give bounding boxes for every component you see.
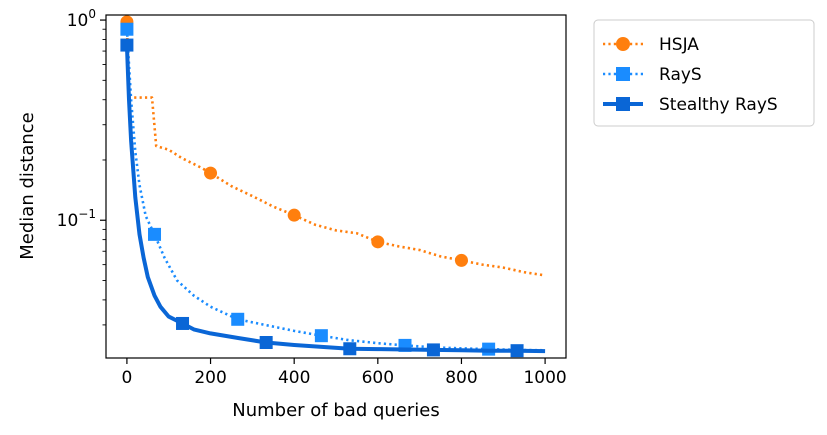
- x-tick-label: 0: [121, 368, 132, 388]
- point-hsja: [454, 253, 468, 267]
- x-tick-label: 600: [362, 368, 394, 388]
- legend-item-rays: RayS: [603, 65, 702, 85]
- point-stealthy-rays: [120, 38, 134, 52]
- point-stealthy-rays: [259, 336, 273, 350]
- point-hsja: [204, 166, 218, 180]
- point-hsja: [287, 208, 301, 222]
- point-rays: [120, 22, 134, 36]
- point-rays: [148, 227, 162, 241]
- series-line-rays: [125, 29, 546, 352]
- legend-label: RayS: [659, 65, 702, 85]
- series-hsja: [120, 15, 546, 277]
- series-line-hsja: [125, 21, 546, 277]
- legend-item-stealthy-rays: Stealthy RayS: [603, 95, 778, 115]
- series-rays: [120, 22, 546, 356]
- point-rays: [314, 329, 328, 343]
- plot-frame: [105, 14, 567, 359]
- series-line-stealthy-rays: [124, 45, 546, 354]
- x-axis: 0 200 400 600 800 1000: [121, 358, 567, 388]
- y-tick-label: 10−1: [57, 207, 96, 231]
- point-hsja: [371, 235, 385, 249]
- x-tick-label: 400: [278, 368, 310, 388]
- legend-marker: [616, 97, 630, 111]
- point-stealthy-rays: [510, 344, 524, 358]
- x-tick-label: 800: [445, 368, 477, 388]
- x-tick-label: 200: [194, 368, 226, 388]
- point-stealthy-rays: [426, 343, 440, 357]
- legend-label: Stealthy RayS: [659, 95, 778, 115]
- legend-frame: [593, 19, 815, 127]
- x-axis-label: Number of bad queries: [232, 400, 439, 421]
- y-tick-label: 100: [67, 7, 96, 31]
- legend-item-hsja: HSJA: [603, 35, 699, 55]
- x-tick-label: 1000: [523, 368, 566, 388]
- y-axis: 100 10−1: [57, 7, 106, 326]
- point-stealthy-rays: [343, 342, 357, 356]
- legend-marker: [616, 37, 630, 51]
- point-rays: [231, 312, 245, 326]
- point-stealthy-rays: [176, 316, 190, 330]
- legend: HSJA RayS Stealthy RayS: [593, 19, 815, 127]
- series-stealthy-rays: [120, 38, 546, 358]
- legend-marker: [616, 67, 630, 81]
- y-axis-label: Median distance: [17, 112, 38, 259]
- plot-area: [120, 15, 546, 358]
- legend-label: HSJA: [659, 35, 699, 55]
